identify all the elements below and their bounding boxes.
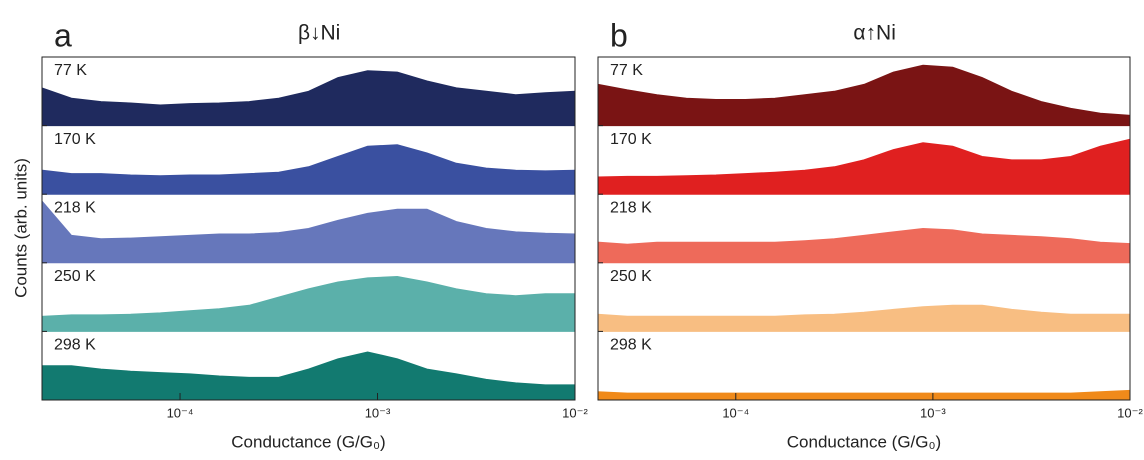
histogram-area (597, 227, 1131, 264)
x-axis-label: Conductance (G/G₀) (787, 432, 941, 451)
series-label: 170 K (54, 131, 96, 148)
series-label: 298 K (54, 337, 96, 354)
series-label: 77 K (54, 62, 87, 79)
series-label: 250 K (54, 268, 96, 285)
series-label: 77 K (610, 62, 643, 79)
series-label: 250 K (610, 268, 652, 285)
y-axis-label: Counts (arb. units) (11, 158, 30, 298)
x-tick-label: 10⁻⁴ (167, 405, 194, 420)
panel-letter: b (610, 17, 628, 53)
x-tick-label: 10⁻² (1117, 405, 1143, 420)
histogram-area (41, 199, 576, 264)
x-axis-label: Conductance (G/G₀) (231, 432, 385, 451)
x-tick-label: 10⁻³ (365, 405, 391, 420)
histogram-area (41, 70, 576, 127)
histogram-area (597, 138, 1131, 195)
histogram-area (41, 144, 576, 195)
x-tick-label: 10⁻³ (920, 405, 946, 420)
plot-frame (41, 56, 576, 401)
x-tick-label: 10⁻⁴ (722, 405, 749, 420)
histogram-area (597, 304, 1131, 332)
panel-title: β↓Ni (298, 22, 340, 45)
series-label: 218 K (610, 199, 652, 216)
panel-letter: a (54, 17, 72, 53)
histogram-area (597, 64, 1131, 127)
histogram-area (41, 275, 576, 332)
x-tick-label: 10⁻² (562, 405, 588, 420)
series-label: 218 K (54, 199, 96, 216)
histogram-area (597, 389, 1131, 401)
series-label: 170 K (610, 131, 652, 148)
series-label: 298 K (610, 337, 652, 354)
panel-title: α↑Ni (853, 22, 895, 45)
plot-frame (597, 56, 1131, 401)
histogram-area (41, 351, 576, 401)
